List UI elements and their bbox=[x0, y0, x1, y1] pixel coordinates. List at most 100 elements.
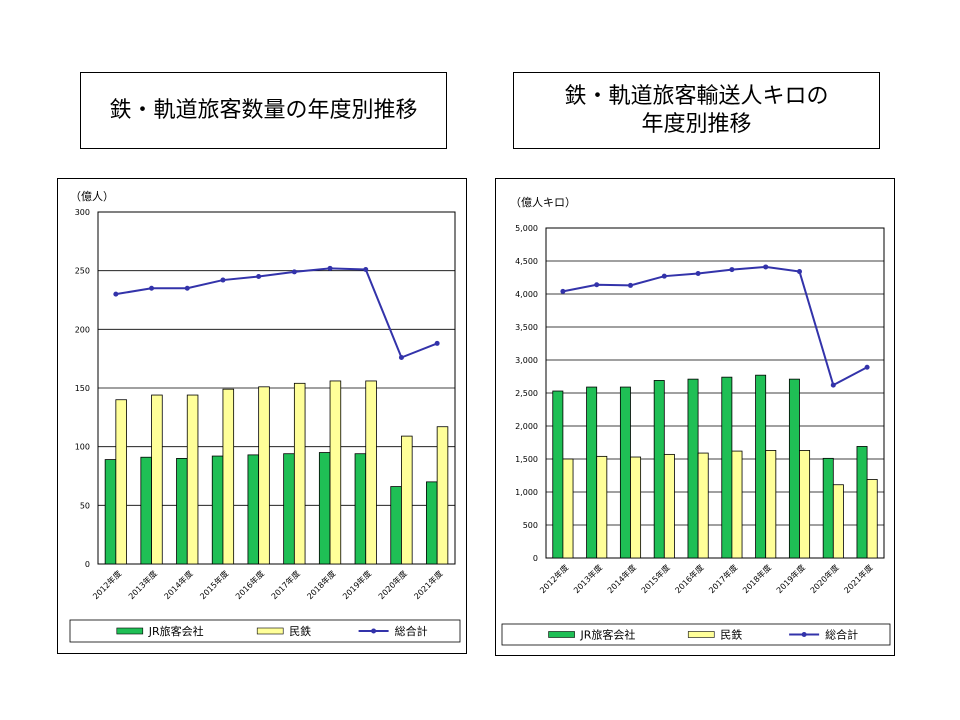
chart-title-passenger-km: 鉄・軌道旅客輸送人キロの 年度別推移 bbox=[513, 72, 880, 149]
point-total bbox=[560, 288, 566, 294]
x-tick-label: 2016年度 bbox=[233, 568, 266, 601]
x-tick-label: 2021年度 bbox=[412, 568, 445, 601]
x-tick-label: 2019年度 bbox=[340, 568, 373, 601]
bar-jr bbox=[619, 386, 631, 559]
chart-panel-passenger-km: （億人キロ） 0 500 1,000 1,500 2,000 2,500 3,000 3,500… bbox=[495, 178, 895, 656]
legend-swatch-jr bbox=[548, 631, 575, 638]
x-tick-label: 2018年度 bbox=[305, 568, 338, 601]
point-total bbox=[434, 340, 440, 346]
bar-jr bbox=[653, 380, 665, 559]
point-total bbox=[729, 267, 735, 273]
x-tick-label: 2016年度 bbox=[673, 562, 706, 595]
legend-swatch-jr bbox=[116, 627, 144, 635]
point-total bbox=[661, 273, 667, 279]
bar-jr bbox=[140, 456, 152, 565]
point-total bbox=[327, 265, 333, 271]
y-tick-label: 5,000 bbox=[515, 224, 538, 233]
bar-jr bbox=[788, 378, 800, 559]
x-tick-label: 2019年度 bbox=[774, 562, 807, 595]
bar-private bbox=[697, 452, 709, 559]
bar-private bbox=[329, 380, 342, 565]
point-total bbox=[184, 285, 190, 291]
x-tick-label: 2017年度 bbox=[707, 562, 740, 595]
bar-private bbox=[258, 386, 270, 565]
chart-passenger-km: （億人キロ） 0 500 1,000 1,500 2,000 2,500 3,000 3,500… bbox=[501, 196, 891, 646]
point-total bbox=[864, 364, 870, 370]
bar-private bbox=[799, 450, 811, 559]
y-tick-label: 250 bbox=[75, 267, 90, 276]
y-tick-label: 4,500 bbox=[515, 257, 538, 266]
y-tick-label: 2,000 bbox=[515, 422, 538, 431]
legend-swatch-private bbox=[256, 627, 284, 635]
chart-passenger-count: （億人） 0 50 100 150 200 250 300 2012年度 2013年度 2014年度… bbox=[69, 190, 461, 643]
legend-marker-total bbox=[801, 632, 807, 637]
bar-private bbox=[630, 456, 642, 559]
bar-private bbox=[765, 450, 777, 559]
x-tick-label: 2017年度 bbox=[269, 568, 302, 601]
legend-swatch-private bbox=[687, 631, 715, 638]
legend-marker-total bbox=[371, 628, 377, 634]
y-tick-label: 150 bbox=[75, 384, 90, 393]
point-total bbox=[363, 266, 369, 272]
legend-label-private: 民鉄 bbox=[289, 624, 311, 638]
line-total bbox=[115, 267, 438, 359]
chart-title-passenger-count: 鉄・軌道旅客数量の年度別推移 bbox=[80, 72, 447, 149]
bar-jr bbox=[856, 446, 868, 559]
bar-private bbox=[866, 479, 878, 559]
x-tick-label: 2014年度 bbox=[605, 562, 638, 595]
y-tick-label: 3,000 bbox=[515, 356, 538, 365]
point-total bbox=[695, 271, 701, 277]
point-total bbox=[594, 282, 600, 288]
bar-private bbox=[562, 458, 574, 559]
bar-private bbox=[596, 455, 608, 559]
bar-jr bbox=[247, 454, 260, 565]
y-tick-label: 500 bbox=[523, 521, 538, 530]
x-tick-label: 2012年度 bbox=[90, 568, 123, 601]
y-tick-label: 4,000 bbox=[515, 290, 538, 299]
bar-private bbox=[365, 380, 377, 565]
x-tick-label: 2012年度 bbox=[538, 562, 571, 595]
legend-label-jr: JR旅客会社 bbox=[148, 624, 204, 638]
y-tick-label: 1,000 bbox=[515, 488, 538, 497]
x-tick-label: 2014年度 bbox=[162, 568, 195, 601]
point-total bbox=[256, 274, 262, 280]
chart-title-passenger-km-line2: 年度別推移 bbox=[641, 111, 752, 137]
x-tick-label: 2020年度 bbox=[808, 562, 841, 595]
bar-private bbox=[186, 394, 199, 565]
y-tick-label: 300 bbox=[75, 208, 90, 217]
line-total bbox=[562, 265, 868, 387]
chart-panel-passenger-count: （億人） 0 50 100 150 200 250 300 2012年度 2013年度 2014年度… bbox=[57, 178, 467, 654]
legend-label-total: 総合計 bbox=[825, 628, 858, 642]
point-total bbox=[797, 269, 802, 275]
x-tick-label: 2021年度 bbox=[842, 562, 875, 595]
bar-private bbox=[663, 453, 675, 559]
bar-jr bbox=[176, 457, 188, 565]
y-tick-label: 50 bbox=[80, 501, 90, 510]
point-total bbox=[398, 354, 404, 360]
bar-jr bbox=[755, 374, 767, 559]
x-tick-label: 2013年度 bbox=[571, 562, 604, 595]
bar-jr bbox=[283, 453, 295, 565]
y-tick-label: 100 bbox=[75, 443, 90, 452]
x-tick-label: 2018年度 bbox=[740, 562, 773, 595]
x-tick-label: 2015年度 bbox=[198, 568, 231, 601]
chart-title-passenger-count-text: 鉄・軌道旅客数量の年度別推移 bbox=[109, 97, 418, 123]
y-tick-label: 0 bbox=[533, 554, 538, 563]
x-tick-label: 2013年度 bbox=[126, 568, 159, 601]
bar-jr bbox=[721, 376, 733, 559]
bar-jr bbox=[354, 453, 367, 565]
y-tick-label: 0 bbox=[85, 560, 90, 569]
bar-private bbox=[115, 399, 127, 565]
bar-jr bbox=[211, 455, 224, 565]
plot-area-border bbox=[97, 211, 456, 565]
legend-label-jr: JR旅客会社 bbox=[580, 628, 636, 642]
bar-jr bbox=[104, 459, 117, 565]
plot-area-border bbox=[545, 227, 885, 559]
bar-private bbox=[731, 450, 743, 559]
point-total bbox=[291, 269, 297, 275]
y-tick-label: 200 bbox=[75, 325, 90, 334]
bar-private bbox=[832, 484, 844, 559]
bar-private bbox=[436, 426, 449, 565]
y-unit-label: （億人キロ） bbox=[510, 196, 576, 209]
bar-jr bbox=[552, 390, 564, 559]
